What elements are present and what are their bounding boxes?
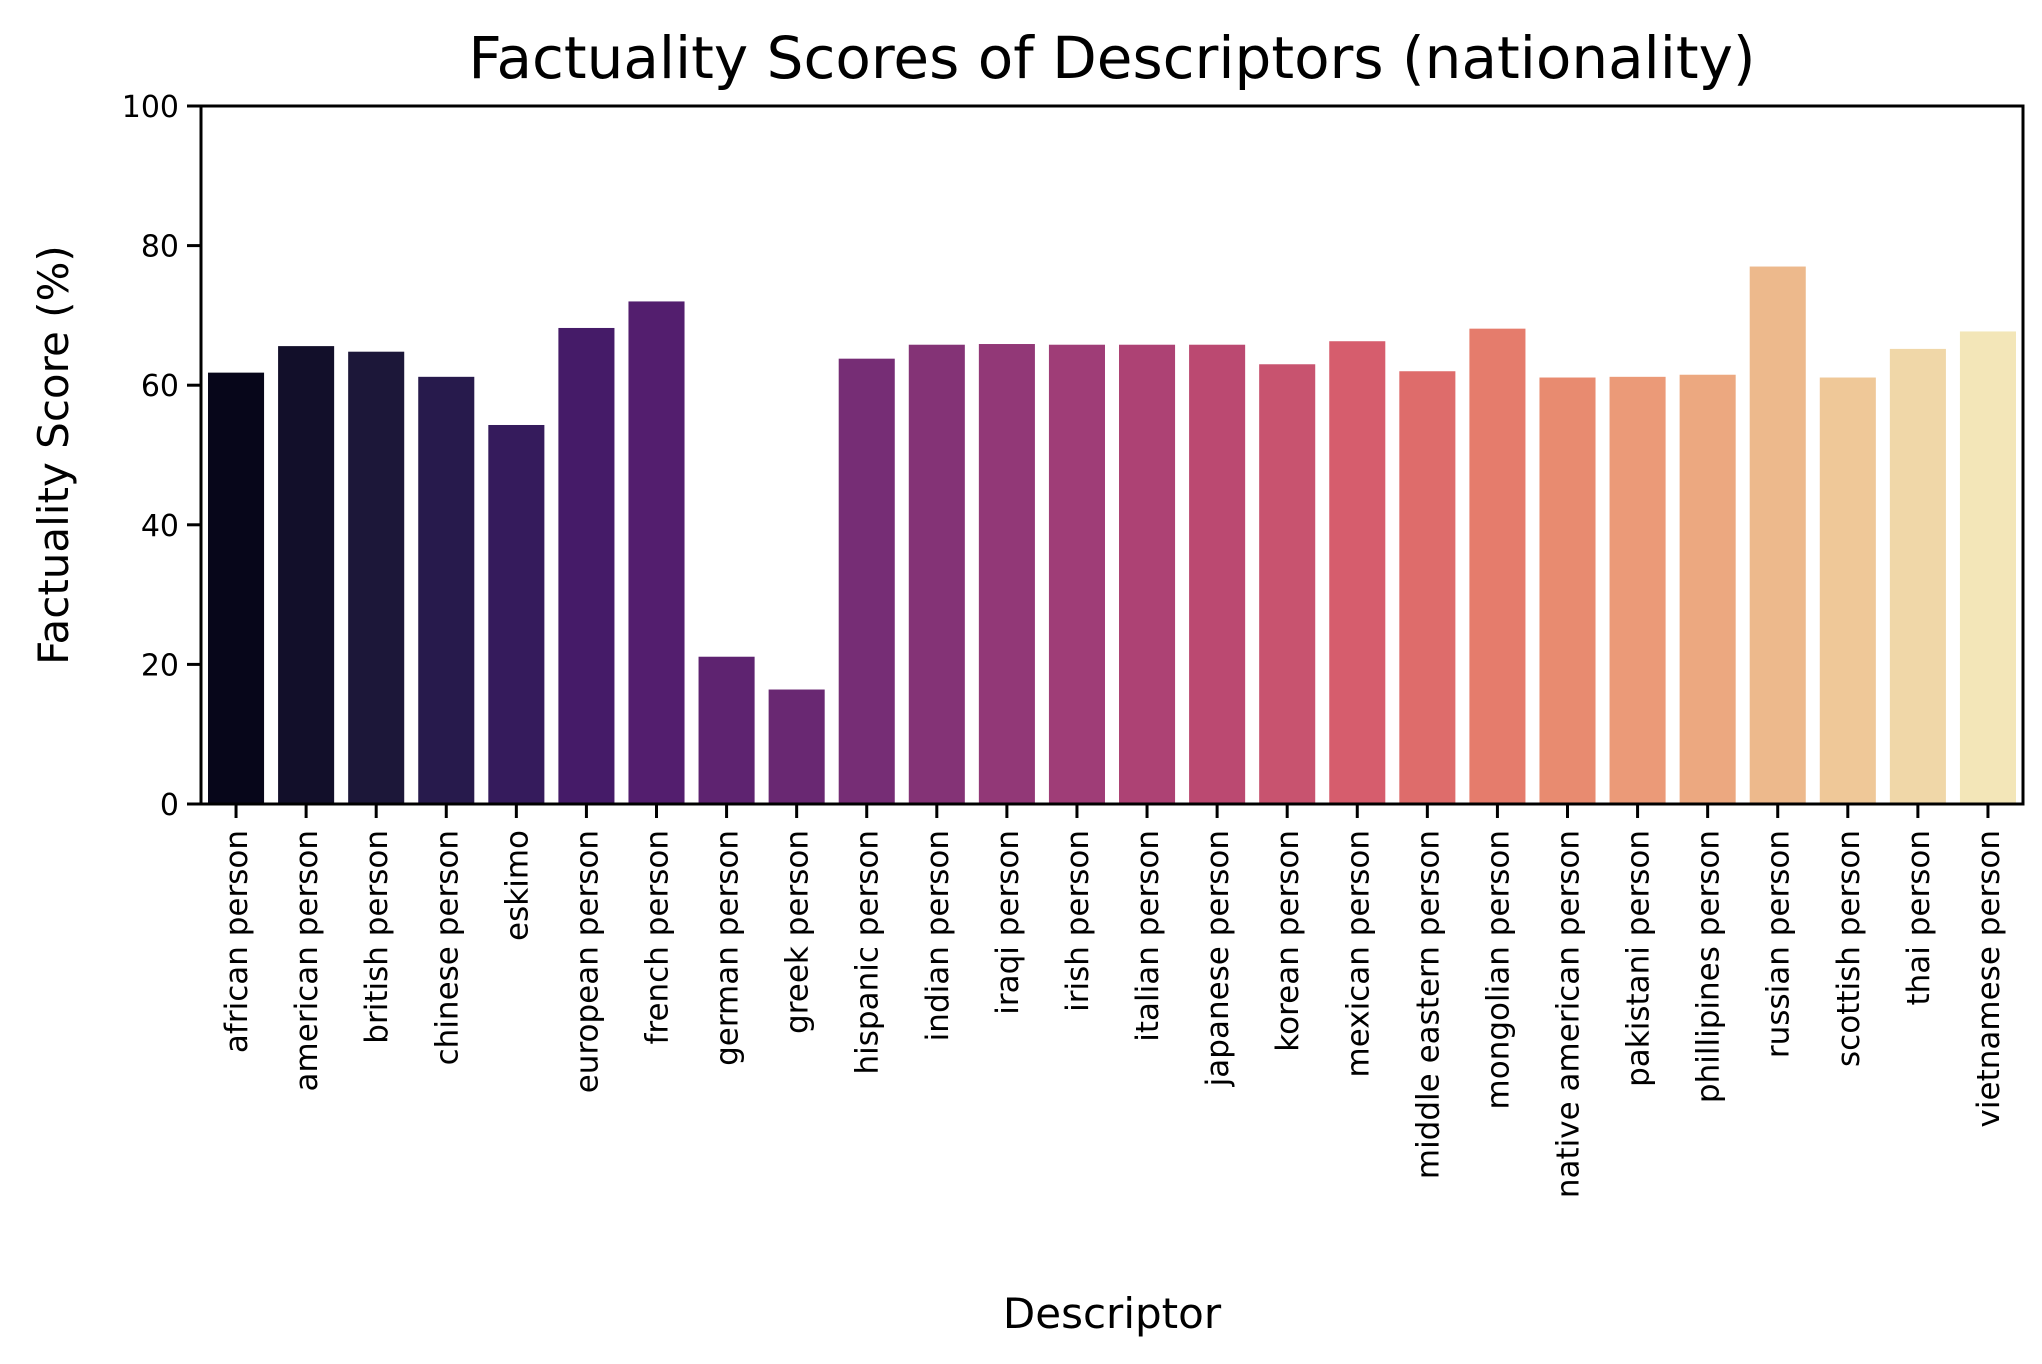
- x-tick-label: eskimo: [499, 830, 535, 941]
- x-tick-label: american person: [289, 830, 325, 1091]
- x-tick-label: korean person: [1270, 830, 1306, 1052]
- bar: [978, 344, 1035, 804]
- bar: [1959, 331, 2016, 804]
- x-tick-label: hispanic person: [850, 830, 886, 1075]
- x-axis-ticks: african person american person british per…: [219, 804, 2007, 1198]
- bar: [1119, 344, 1176, 804]
- y-tick-label: 20: [141, 648, 179, 683]
- x-tick-label: iraqi person: [990, 830, 1026, 1015]
- bar: [1259, 364, 1316, 804]
- bar: [1399, 371, 1456, 804]
- bar: [1189, 344, 1246, 804]
- x-tick-label: pakistani person: [1621, 830, 1657, 1087]
- chart-title: Factuality Scores of Descriptors (nation…: [468, 24, 1755, 92]
- x-tick-label: native american person: [1551, 830, 1587, 1198]
- bar: [1329, 341, 1386, 804]
- x-tick-label: middle eastern person: [1410, 830, 1446, 1179]
- x-tick-label: french person: [640, 830, 676, 1045]
- x-tick-label: german person: [710, 830, 746, 1066]
- x-tick-label: indian person: [920, 830, 956, 1041]
- bar: [1539, 377, 1596, 804]
- x-tick-label: european person: [569, 830, 605, 1093]
- plot-frame: [199, 104, 2025, 806]
- bar: [908, 344, 965, 804]
- bar: [1819, 377, 1876, 804]
- bar: [1609, 376, 1666, 804]
- bar: [1679, 374, 1736, 804]
- y-tick-label: 0: [160, 788, 179, 823]
- bar: [558, 327, 615, 804]
- y-tick-label: 40: [141, 509, 179, 544]
- x-tick-label: african person: [219, 830, 255, 1053]
- y-axis-label: Factuality Score (%): [29, 245, 78, 665]
- x-tick-label: greek person: [780, 830, 816, 1034]
- x-tick-label: japanese person: [1200, 830, 1236, 1087]
- bar: [768, 689, 825, 804]
- bar: [838, 358, 895, 804]
- bar: [348, 351, 405, 804]
- y-tick-label: 80: [141, 230, 179, 265]
- bar: [208, 372, 265, 804]
- bars-group: [208, 266, 2016, 804]
- bar: [1048, 344, 1105, 804]
- bar: [628, 301, 685, 804]
- y-tick-label: 100: [122, 90, 179, 125]
- x-tick-label: russian person: [1761, 830, 1797, 1058]
- x-tick-label: phillipines person: [1691, 830, 1727, 1103]
- x-tick-label: thai person: [1901, 830, 1937, 1006]
- bar: [698, 656, 755, 804]
- x-tick-label: british person: [359, 830, 395, 1044]
- x-tick-label: italian person: [1130, 830, 1166, 1042]
- x-tick-label: mexican person: [1340, 830, 1376, 1078]
- bar: [1469, 328, 1526, 804]
- bar: [1889, 348, 1946, 804]
- bar: [488, 424, 545, 804]
- x-axis-label: Descriptor: [1003, 1289, 1222, 1338]
- x-tick-label: irish person: [1060, 830, 1096, 1012]
- x-tick-label: vietnamese person: [1971, 830, 2007, 1127]
- bar: [418, 376, 475, 804]
- bar: [1749, 266, 1806, 804]
- y-tick-label: 60: [141, 369, 179, 404]
- bar: [278, 346, 335, 804]
- y-axis-ticks: 0 20 40 60 80 100: [122, 90, 201, 823]
- x-tick-label: mongolian person: [1480, 830, 1516, 1109]
- x-tick-label: chinese person: [429, 830, 465, 1065]
- x-tick-label: scottish person: [1831, 830, 1867, 1067]
